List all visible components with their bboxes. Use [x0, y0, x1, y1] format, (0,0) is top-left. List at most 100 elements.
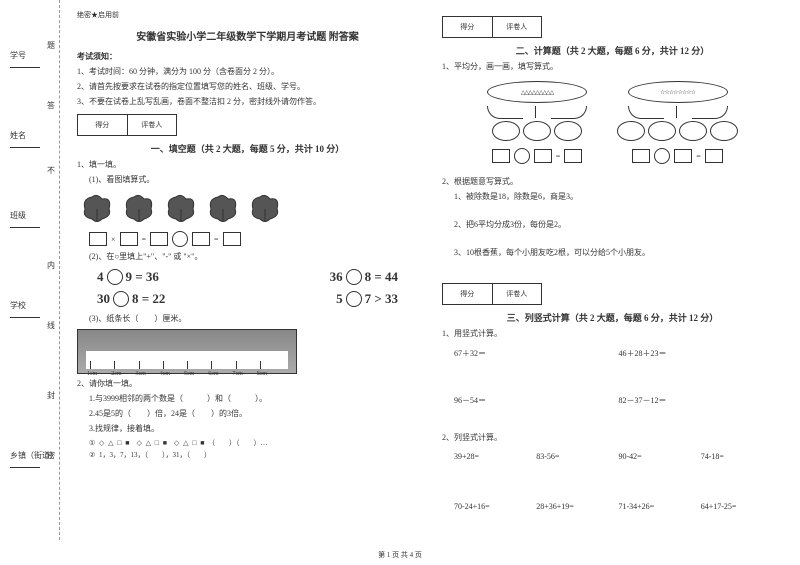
- tick: 3cm: [136, 371, 146, 377]
- calc-expr: 70-24+16=: [454, 502, 536, 511]
- margin-field-school: 学校: [10, 300, 40, 320]
- calc-expr: 46＋28＋23＝: [619, 348, 784, 359]
- small-oval[interactable]: [523, 121, 551, 141]
- seal-char: 密: [47, 450, 55, 461]
- question-s2-2: 2、根据题意写算式。: [442, 176, 783, 188]
- small-oval[interactable]: [648, 121, 676, 141]
- question-s2-1: 1、平均分，画一画，填写算式。: [442, 61, 783, 73]
- grader-label: 评卷人: [493, 17, 542, 37]
- eq-num: 9 = 36: [126, 269, 159, 285]
- seal-char: 内: [47, 260, 55, 271]
- ruler-image: 1cm 2cm 3cm 4cm 5cm 6cm 7cm 8cm: [77, 329, 297, 374]
- operator-circle[interactable]: [113, 291, 129, 307]
- margin-field-id: 学号: [10, 50, 40, 70]
- page-container: 学号 姓名 班级 学校 乡镇（街道） 题 答 不 内 线 封 密 绝密★启用前 …: [0, 0, 800, 540]
- margin-field-class: 班级: [10, 210, 40, 230]
- small-oval[interactable]: [710, 121, 738, 141]
- tick: 5cm: [184, 371, 194, 377]
- eq-num: 8 = 44: [365, 269, 398, 285]
- right-column: 得分 评卷人 二、计算题（共 2 大题，每题 6 分，共计 12 分） 1、平均…: [430, 10, 795, 530]
- section-1-title: 一、填空题（共 2 大题，每题 5 分，共计 10 分）: [77, 142, 418, 155]
- answer-box[interactable]: [492, 149, 510, 163]
- score-box: 得分 评卷人: [77, 114, 177, 136]
- leaf-icon: [161, 191, 201, 226]
- eq-num: 5: [336, 291, 343, 307]
- sub-q3: 3、10根香蕉，每个小朋友吃2根，可以分给5个小朋友。: [442, 247, 783, 259]
- tick: 8cm: [257, 371, 267, 377]
- answer-circle[interactable]: [654, 148, 670, 164]
- operator-circle[interactable]: [346, 269, 362, 285]
- exam-title: 安徽省实验小学二年级数学下学期月考试题 附答案: [77, 28, 418, 43]
- question-2-1: 1.与3999相邻的两个数是（ ）和（ ）。: [77, 393, 418, 405]
- score-box: 得分 评卷人: [442, 283, 542, 305]
- leaf-icon: [119, 191, 159, 226]
- instruction-1: 1、考试时间：60 分钟，满分为 100 分（含卷面分 2 分）。: [77, 66, 418, 78]
- answer-box[interactable]: [89, 232, 107, 246]
- calc-expr: 82－37－12＝: [619, 395, 784, 406]
- page-footer: 第 1 页 共 4 页: [0, 550, 800, 560]
- oval-diagrams: △△△△△△△△△ = ☆☆☆☆☆☆☆☆ =: [442, 81, 783, 168]
- ruler-scale: 1cm 2cm 3cm 4cm 5cm 6cm 7cm 8cm: [86, 351, 288, 369]
- answer-box[interactable]: [150, 232, 168, 246]
- answer-box[interactable]: [705, 149, 723, 163]
- question-2: 2、请你填一填。: [77, 378, 418, 390]
- leaf-icon: [203, 191, 243, 226]
- answer-box[interactable]: [120, 232, 138, 246]
- seal-char: 题: [47, 40, 55, 51]
- calc-expr: 96－54＝: [454, 395, 619, 406]
- score-label: 得分: [443, 284, 493, 304]
- eq-num: 7 > 33: [365, 291, 398, 307]
- calc-expr: 39+28=: [454, 452, 536, 461]
- small-oval[interactable]: [492, 121, 520, 141]
- eq-num: 8 = 22: [132, 291, 165, 307]
- big-oval: △△△△△△△△△: [487, 81, 587, 103]
- calc-row: 67＋32＝ 46＋28＋23＝: [442, 348, 783, 359]
- leaf-icon: [77, 191, 117, 226]
- score-label: 得分: [78, 115, 128, 135]
- answer-circle[interactable]: [514, 148, 530, 164]
- leaf-icon: [245, 191, 285, 226]
- calc-expr: 83-56=: [536, 452, 618, 461]
- instruction-2: 2、请首先按要求在试卷的指定位置填写您的姓名、班级、学号。: [77, 81, 418, 93]
- instruction-3: 3、不要在试卷上乱写乱画，卷面不整洁扣 2 分，密封线外请勿作答。: [77, 96, 418, 108]
- tick: 2cm: [111, 371, 121, 377]
- eq-num: 4: [97, 269, 104, 285]
- question-2-2: 2.45是5的（ ）倍，24是（ ）的3倍。: [77, 408, 418, 420]
- calc-expr: 67＋32＝: [454, 348, 619, 359]
- small-oval[interactable]: [679, 121, 707, 141]
- calc-expr: 90-42=: [619, 452, 701, 461]
- calc-expr: 28+36+19=: [536, 502, 618, 511]
- operator-circle[interactable]: [107, 269, 123, 285]
- answer-box[interactable]: [564, 149, 582, 163]
- question-s3-1: 1、用竖式计算。: [442, 328, 783, 340]
- sub-q1: 1、被除数是18，除数是6，商是3。: [442, 191, 783, 203]
- tick: 4cm: [160, 371, 170, 377]
- answer-circle[interactable]: [172, 231, 188, 247]
- seal-char: 不: [47, 165, 55, 176]
- question-1: 1、填一填。: [77, 159, 418, 171]
- question-2-3: 3.找规律，接着填。: [77, 423, 418, 435]
- content-area: 绝密★启用前 安徽省实验小学二年级数学下学期月考试题 附答案 考试须知： 1、考…: [60, 0, 800, 540]
- leaf-images: [77, 191, 418, 226]
- answer-box[interactable]: [534, 149, 552, 163]
- operator-circle[interactable]: [346, 291, 362, 307]
- answer-box[interactable]: [223, 232, 241, 246]
- equation-group: 49 = 36 368 = 44: [77, 266, 418, 288]
- calc-expr: 74-18=: [701, 452, 783, 461]
- answer-box[interactable]: [674, 149, 692, 163]
- calc-expr: 64+17-25=: [701, 502, 783, 511]
- eq-num: 30: [97, 291, 110, 307]
- small-oval[interactable]: [554, 121, 582, 141]
- grader-label: 评卷人: [128, 115, 177, 135]
- calc-expr: 71-34+26=: [619, 502, 701, 511]
- question-1-2: (2)、在○里填上"+"、"-" 或 "×"。: [77, 251, 418, 263]
- shape-sequence: ① ◇ △ □ ■ ◇ △ □ ■ ◇ △ □ ■ （ ）（ ）…: [77, 438, 418, 448]
- small-oval[interactable]: [617, 121, 645, 141]
- formula-boxes: × = =: [77, 231, 418, 247]
- number-sequence: ② 1，3，7，13，（ ），31，（ ）: [77, 450, 418, 460]
- answer-box[interactable]: [632, 149, 650, 163]
- answer-box[interactable]: [192, 232, 210, 246]
- oval-group-2: ☆☆☆☆☆☆☆☆ =: [617, 81, 738, 168]
- tick: 7cm: [233, 371, 243, 377]
- score-label: 得分: [443, 17, 493, 37]
